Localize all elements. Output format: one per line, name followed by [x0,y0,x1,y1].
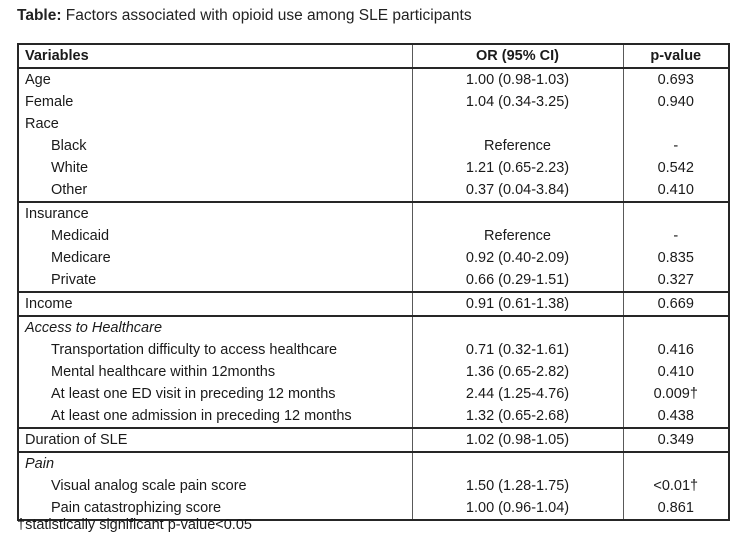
footnote: †statistically significant p-value<0.05 [17,517,252,533]
table-row: Pain [18,451,729,475]
p-value-cell: 0.416 [657,341,694,358]
variable-cell: Black [51,137,87,154]
variable-cell: At least one admission in preceding 12 m… [51,407,352,424]
table-row: Mental healthcare within 12months 1.36 (… [18,361,729,383]
variable-cell: Pain [18,451,412,475]
table-row: Transportation difficulty to access heal… [18,339,729,361]
variable-cell: Female [25,93,74,110]
table-row: Race [18,113,729,135]
or-ci-cell: 0.37 (0.04-3.84) [411,179,624,202]
or-ci-cell: 1.50 (1.28-1.75) [411,475,624,497]
variable-cell: Medicaid [51,227,110,244]
variable-cell: White [51,159,89,176]
or-ci-cell [411,113,624,135]
or-ci-cell [411,315,624,339]
factors-table: Variables OR (95% CI) p-value Age 1.00 (… [17,43,730,521]
table-row: At least one ED visit in preceding 12 mo… [18,383,729,405]
variable-cell: Income [18,291,412,316]
table-row: Duration of SLE 1.02 (0.98-1.05) 0.349 [18,427,729,452]
or-ci-cell: Reference [411,225,624,247]
variable-cell: Visual analog scale pain score [51,477,247,494]
variable-cell: Private [51,271,97,288]
or-ci-cell: 1.00 (0.96-1.04) [411,497,624,520]
variable-cell: Duration of SLE [18,427,412,452]
table-label: Table: [17,7,62,24]
or-ci-cell: 1.21 (0.65-2.23) [411,157,624,179]
table-row: Pain catastrophizing score 1.00 (0.96-1.… [18,497,729,520]
variable-cell: Mental healthcare within 12months [51,363,276,380]
table-row: Medicare 0.92 (0.40-2.09) 0.835 [18,247,729,269]
variable-cell: Age [25,71,51,88]
variable-cell: Race [25,115,59,132]
table-row: Income 0.91 (0.61-1.38) 0.669 [18,291,729,316]
table-row: Medicaid Reference - [18,225,729,247]
or-ci-cell: 0.92 (0.40-2.09) [411,247,624,269]
p-value-cell: - [673,137,679,154]
p-value-cell: 0.940 [657,93,694,110]
header-or-ci: OR (95% CI) [411,44,624,69]
or-ci-cell: 2.44 (1.25-4.76) [411,383,624,405]
header-variables: Variables [18,44,412,69]
p-value-cell [623,451,729,475]
or-ci-cell [411,451,624,475]
or-ci-cell: 1.36 (0.65-2.82) [411,361,624,383]
variable-cell: Pain catastrophizing score [51,499,222,516]
page-title: Table: Factors associated with opioid us… [17,6,472,26]
table-header-row: Variables OR (95% CI) p-value [18,44,729,69]
table-row: Black Reference - [18,135,729,157]
p-value-cell: 0.438 [657,407,694,424]
or-ci-cell: 0.91 (0.61-1.38) [411,291,624,316]
p-value-cell: 0.542 [657,159,694,176]
or-ci-cell: 1.02 (0.98-1.05) [411,427,624,452]
header-p-value: p-value [623,44,729,69]
variable-cell: Transportation difficulty to access heal… [51,341,338,358]
p-value-cell [623,201,729,225]
or-ci-cell: 0.66 (0.29-1.51) [411,269,624,292]
table-row: Female 1.04 (0.34-3.25) 0.940 [18,91,729,113]
p-value-cell [623,113,729,135]
p-value-cell: 0.327 [657,271,694,288]
or-ci-cell: 1.32 (0.65-2.68) [411,405,624,428]
p-value-cell: 0.009† [653,385,698,402]
variable-cell: Insurance [18,201,412,225]
p-value-cell [623,315,729,339]
variable-cell: Access to Healthcare [18,315,412,339]
table-row: Age 1.00 (0.98-1.03) 0.693 [18,68,729,91]
or-ci-cell: 1.00 (0.98-1.03) [411,68,624,91]
p-value-cell: 0.410 [657,363,694,380]
variable-cell: Medicare [51,249,111,266]
or-ci-cell: 1.04 (0.34-3.25) [411,91,624,113]
table-row: Access to Healthcare [18,315,729,339]
p-value-cell: 0.410 [657,181,694,198]
table-body: Age 1.00 (0.98-1.03) 0.693 Female 1.04 (… [18,68,729,520]
p-value-cell: 0.693 [657,71,694,88]
table-row: Visual analog scale pain score 1.50 (1.2… [18,475,729,497]
variable-cell: At least one ED visit in preceding 12 mo… [51,385,336,402]
p-value-cell: 0.861 [657,499,694,516]
p-value-cell: <0.01† [653,477,699,494]
table-row: Other 0.37 (0.04-3.84) 0.410 [18,179,729,202]
table-row: Insurance [18,201,729,225]
table-row: At least one admission in preceding 12 m… [18,405,729,428]
p-value-cell: 0.349 [623,427,729,452]
variable-cell: Other [51,181,88,198]
table-row: Private 0.66 (0.29-1.51) 0.327 [18,269,729,292]
or-ci-cell [411,201,624,225]
or-ci-cell: 0.71 (0.32-1.61) [411,339,624,361]
or-ci-cell: Reference [411,135,624,157]
p-value-cell: - [673,227,679,244]
p-value-cell: 0.669 [623,291,729,316]
table-caption: Factors associated with opioid use among… [61,7,472,24]
p-value-cell: 0.835 [657,249,694,266]
table-row: White 1.21 (0.65-2.23) 0.542 [18,157,729,179]
